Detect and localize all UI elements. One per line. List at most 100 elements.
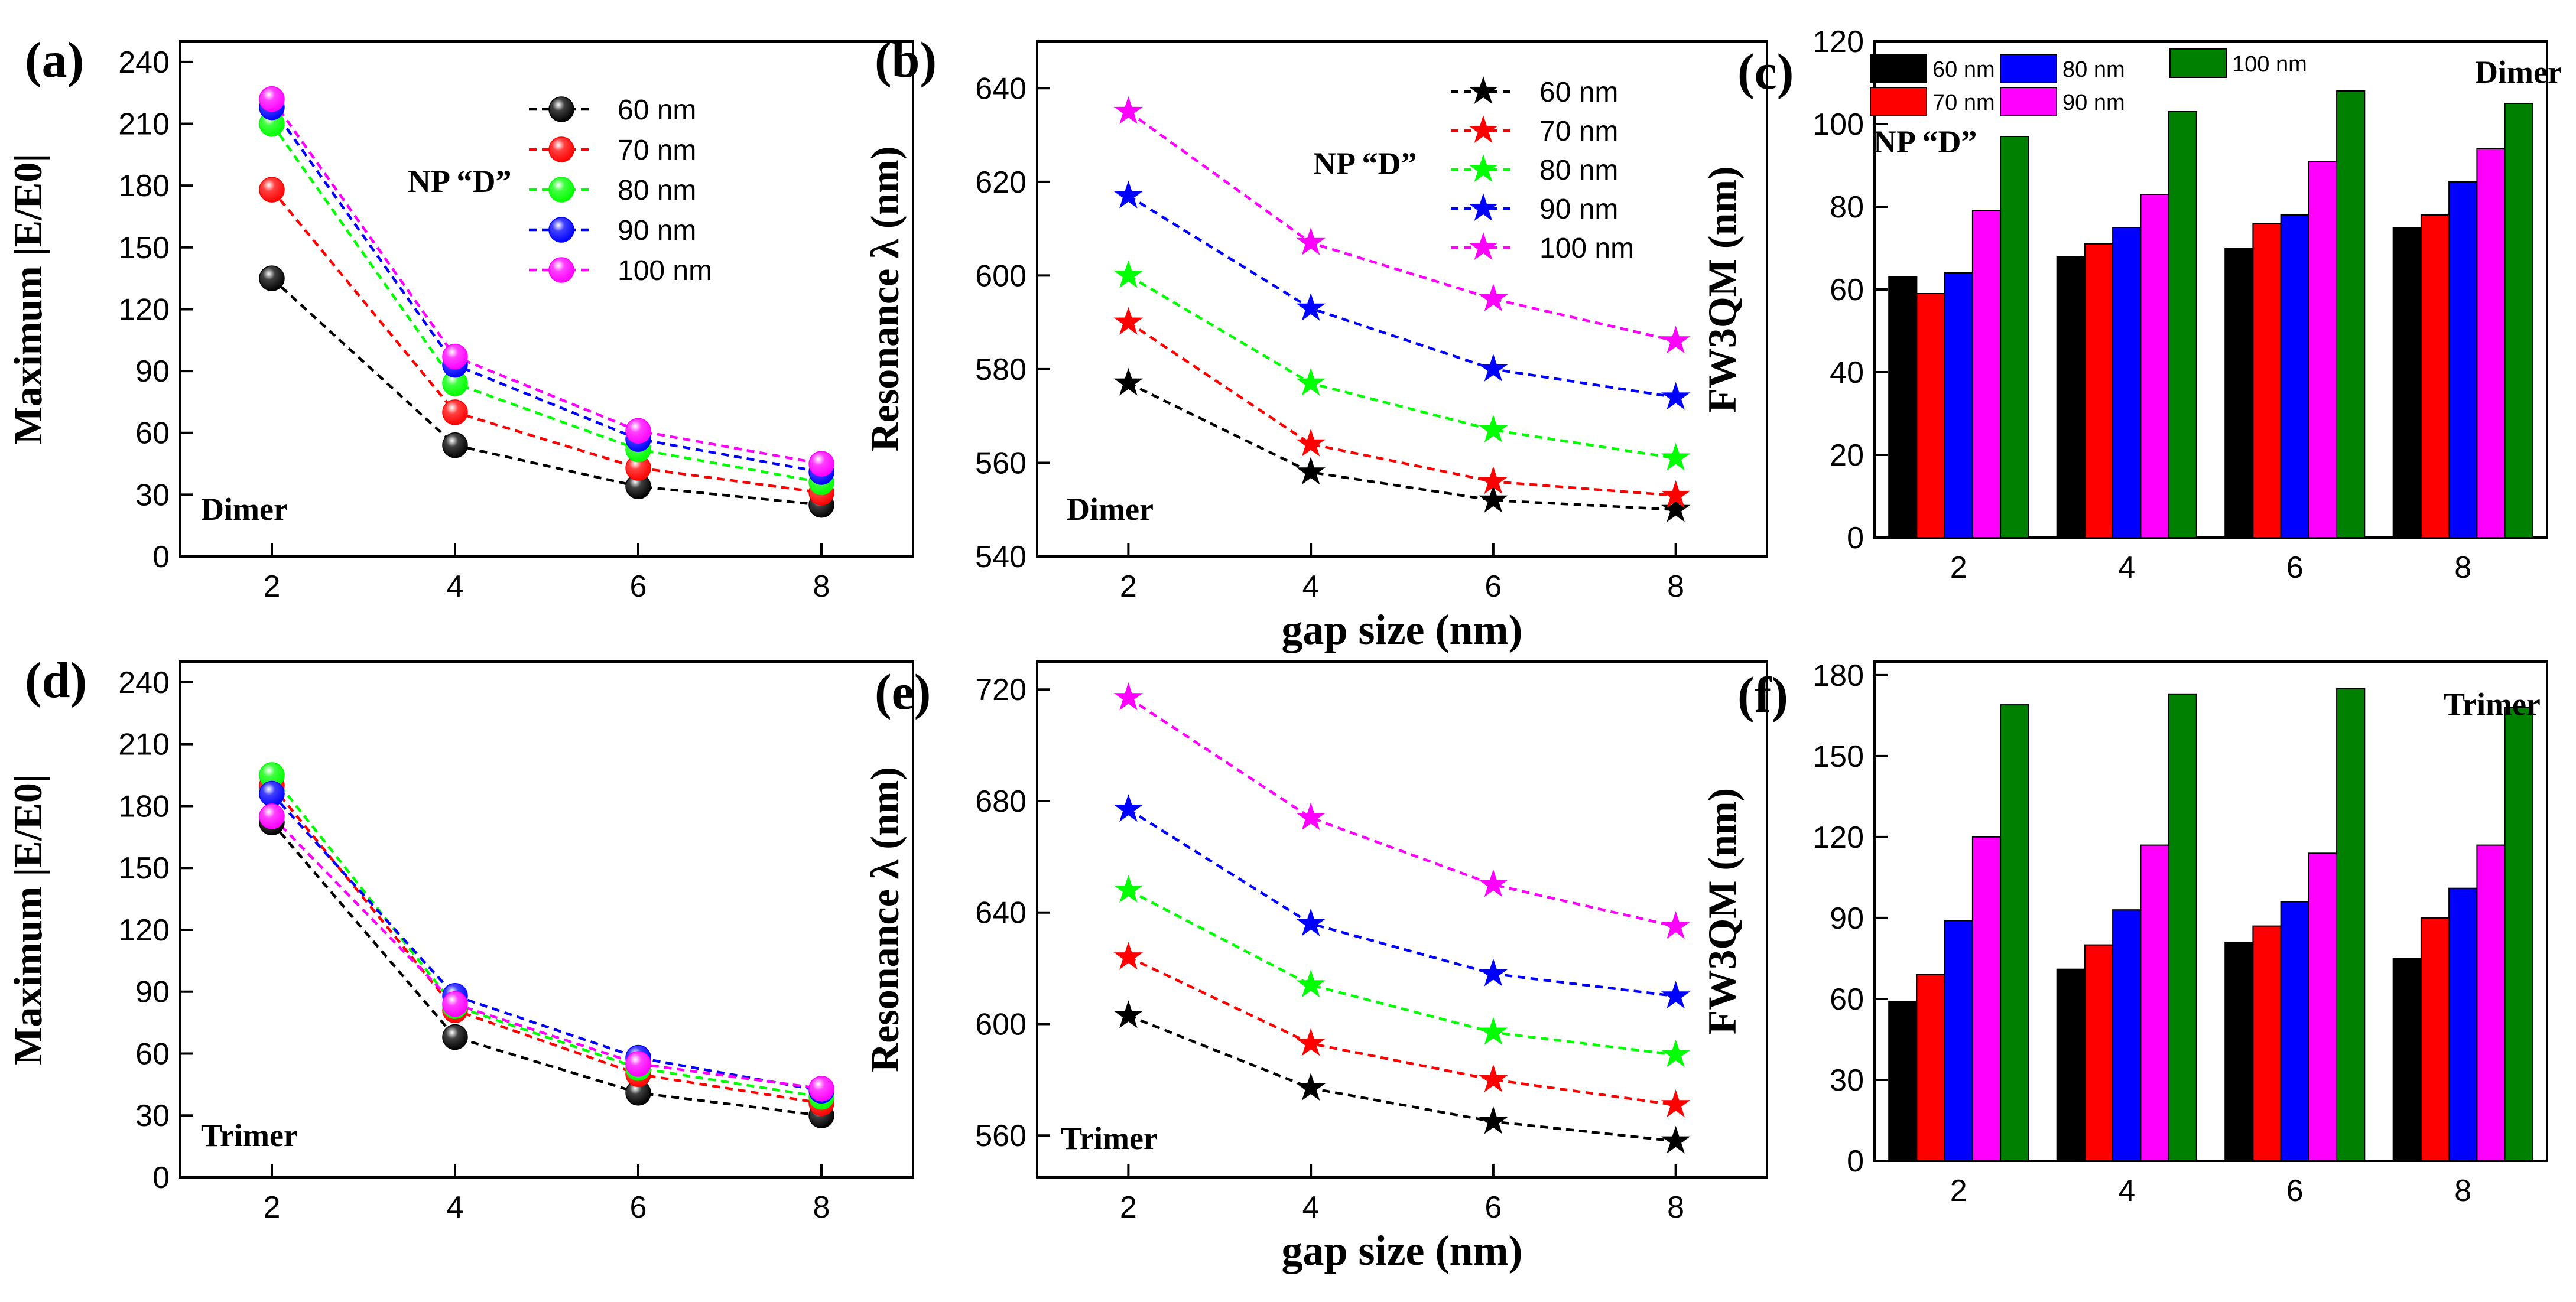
annotation: Dimer — [201, 491, 288, 527]
y-tick-label: 120 — [1812, 821, 1864, 855]
legend-label: 80 nm — [2062, 57, 2125, 82]
y-tick-label: 120 — [118, 913, 170, 948]
annotation: NP “D” — [1873, 124, 1977, 160]
series-line-80nm — [271, 123, 822, 484]
y-tick-label: 60 — [1830, 982, 1864, 1017]
data-point — [1296, 908, 1326, 936]
series-line-90nm — [1128, 808, 1676, 998]
data-point — [1296, 457, 1326, 485]
data-point — [1661, 494, 1691, 522]
y-axis-title: Resonance λ (nm) — [862, 767, 907, 1072]
plot-frame — [179, 40, 914, 558]
x-tick-label: 8 — [1667, 569, 1684, 604]
bar — [2504, 707, 2533, 1161]
bar — [2252, 223, 2282, 538]
y-tick-label: 150 — [118, 851, 170, 886]
bar — [2000, 704, 2029, 1161]
data-point — [259, 86, 285, 112]
data-point — [442, 432, 468, 458]
data-point — [442, 343, 468, 370]
bar — [1888, 1001, 1918, 1161]
y-tick-label: 180 — [118, 169, 170, 203]
bar — [2448, 887, 2478, 1161]
data-point — [1479, 284, 1508, 311]
series-line-100nm — [271, 815, 822, 1091]
plot-frame — [1873, 660, 2548, 1162]
legend-label: 60 nm — [1932, 57, 1995, 82]
y-axis-title: Maximum |E/E0| — [5, 774, 50, 1065]
x-tick-label: 8 — [2454, 551, 2471, 585]
x-tick-label: 4 — [2118, 551, 2135, 585]
series-line-70nm — [271, 188, 822, 494]
bar — [1971, 210, 2002, 538]
data-point — [442, 1024, 468, 1050]
data-point — [1113, 180, 1144, 209]
legend-label: 90 nm — [1539, 194, 1618, 225]
x-axis-title: gap size (nm) — [1282, 606, 1523, 653]
legend-marker — [1469, 76, 1498, 104]
legend-swatch — [2000, 54, 2057, 83]
legend-marker — [548, 136, 574, 162]
x-tick-label: 2 — [1120, 1190, 1137, 1225]
legend-marker — [1469, 232, 1498, 260]
data-point — [259, 177, 285, 203]
data-point — [1479, 958, 1508, 987]
bar — [2280, 214, 2309, 538]
y-tick-label: 30 — [135, 478, 170, 512]
y-tick-label: 580 — [975, 353, 1026, 387]
bar — [2280, 901, 2309, 1161]
bar — [2140, 844, 2169, 1161]
y-tick-label: 100 — [1812, 108, 1864, 142]
series-line-100nm — [271, 98, 822, 466]
y-tick-label: 0 — [152, 540, 170, 574]
legend-marker — [1469, 193, 1498, 221]
data-point — [259, 780, 285, 807]
panel-f: 0 30 60 90 120 150 180 FW3QM (nm) 2 4 6 8 (f) Trimer — [1700, 659, 2548, 1208]
legend-marker — [1469, 154, 1498, 182]
panel-label: (e) — [875, 663, 931, 720]
y-tick-label: 680 — [975, 785, 1026, 819]
bar — [2084, 944, 2114, 1161]
y-tick-label: 210 — [118, 728, 170, 762]
y-tick-label: 640 — [975, 71, 1026, 106]
y-axis-title: FW3QM (nm) — [1700, 166, 1745, 412]
data-point — [1479, 869, 1508, 897]
plot-frame — [1036, 40, 1768, 558]
y-tick-label: 240 — [118, 45, 170, 80]
x-tick-label: 6 — [630, 569, 647, 604]
data-point — [1479, 1017, 1508, 1045]
legend-label: 100 nm — [1539, 233, 1634, 264]
y-tick-label: 720 — [975, 673, 1026, 707]
y-tick-label: 600 — [975, 259, 1026, 293]
panel-label: (f) — [1737, 666, 1788, 723]
data-point — [625, 418, 651, 444]
x-tick-label: 4 — [1302, 569, 1320, 604]
y-tick-label: 90 — [135, 975, 170, 1010]
bar — [1971, 836, 2002, 1161]
y-tick-label: 180 — [1812, 659, 1864, 693]
legend-label: 100 nm — [618, 255, 712, 287]
annotation: Trimer — [2444, 686, 2541, 722]
y-tick-label: 560 — [975, 1119, 1026, 1153]
y-tick-label: 240 — [118, 666, 170, 700]
bar — [2308, 852, 2338, 1162]
legend-label: 90 nm — [2062, 90, 2125, 115]
panel-label: (a) — [25, 31, 84, 88]
y-tick-label: 120 — [1812, 25, 1864, 59]
y-tick-label: 30 — [1830, 1063, 1864, 1098]
x-tick-label: 4 — [447, 569, 464, 604]
y-tick-label: 560 — [975, 446, 1026, 480]
series-line-60nm — [1128, 1014, 1676, 1142]
series-line-90nm — [1128, 194, 1676, 399]
data-point — [1296, 1073, 1326, 1101]
data-point — [1296, 428, 1326, 457]
legend-label: 90 nm — [618, 215, 696, 246]
data-point — [1661, 911, 1691, 939]
bar — [1944, 920, 1973, 1161]
data-point — [442, 991, 468, 1017]
bar — [2224, 248, 2254, 538]
series-line-70nm — [271, 785, 822, 1105]
y-tick-label: 600 — [975, 1007, 1026, 1041]
y-tick-label: 540 — [975, 540, 1026, 574]
legend-label: 70 nm — [1932, 90, 1995, 115]
